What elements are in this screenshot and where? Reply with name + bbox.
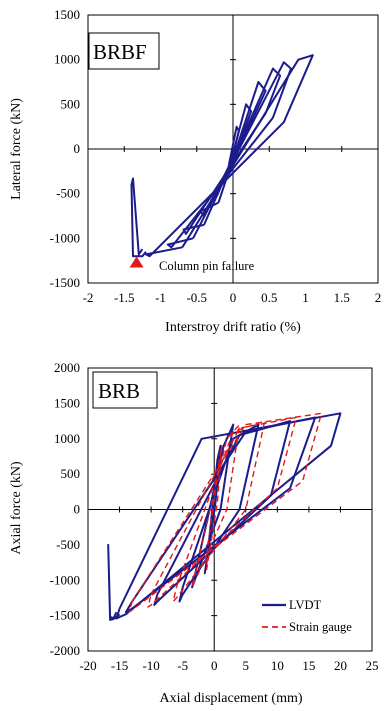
- x-tick-label: -20: [79, 658, 96, 673]
- y-tick-label: 0: [74, 502, 81, 517]
- y-tick-label: 0: [74, 141, 81, 156]
- y-tick-label: 500: [61, 96, 81, 111]
- x-tick-label: -2: [83, 290, 94, 305]
- x-tick-label: 15: [302, 658, 315, 673]
- brbf-x-axis-label: Interstroy drift ratio (%): [165, 320, 301, 335]
- brb-y-axis-label: Axial force (kN): [9, 461, 24, 555]
- failure-annotation-text: Column pin failure: [159, 259, 255, 273]
- brbf-panel-label: BRBF: [93, 40, 147, 64]
- x-tick-label: -0.5: [186, 290, 207, 305]
- series-0-hysteresis-loop: [115, 412, 342, 620]
- x-tick-label: 1.5: [334, 290, 350, 305]
- x-tick-label: 25: [366, 658, 379, 673]
- series-1-hysteresis-loop: [128, 412, 323, 613]
- y-tick-label: 1000: [54, 52, 80, 67]
- series-0-failure-branch: [130, 177, 147, 258]
- y-tick-label: -2000: [50, 643, 80, 658]
- x-tick-label: 5: [243, 658, 250, 673]
- brb-x-axis-label: Axial displacement (mm): [159, 691, 302, 706]
- x-tick-label: 20: [334, 658, 347, 673]
- series-0-hysteresis-loop: [145, 54, 314, 258]
- y-tick-label: 1500: [54, 7, 80, 22]
- x-tick-label: 10: [271, 658, 284, 673]
- x-tick-label: -1.5: [114, 290, 135, 305]
- x-tick-label: -15: [111, 658, 128, 673]
- brb-y-tick-labels: 2000 1500 1000 500 0 -500 -1000 -1500 -2000: [50, 360, 80, 658]
- brbf-y-tick-labels: 1500 1000 500 0 -500 -1000 -1500: [50, 7, 80, 290]
- y-tick-label: -1000: [50, 572, 80, 587]
- x-tick-label: 0: [211, 658, 218, 673]
- y-tick-label: -1500: [50, 608, 80, 623]
- y-tick-label: 500: [61, 466, 81, 481]
- series-0-failure-branch: [107, 543, 121, 621]
- x-tick-label: 0: [230, 290, 237, 305]
- legend-lvdt-label: LVDT: [289, 598, 322, 612]
- y-tick-label: 1500: [54, 395, 80, 410]
- brbf-y-axis-label: Lateral force (kN): [9, 98, 24, 200]
- brb-panel-label: BRB: [98, 379, 140, 403]
- x-tick-label: 2: [375, 290, 382, 305]
- series-1-hysteresis-loop: [147, 416, 297, 608]
- brb-legend: LVDT Strain gauge: [262, 598, 352, 634]
- legend-strain-gauge-label: Strain gauge: [289, 620, 352, 634]
- y-tick-label: 1000: [54, 431, 80, 446]
- brbf-x-tick-labels: -2 -1.5 -1 -0.5 0 0.5 1 1.5 2: [83, 290, 382, 305]
- brb-x-tick-labels: -20 -15 -10 -5 0 5 10 15 20 25: [79, 658, 378, 673]
- brbf-chart: -2 -1.5 -1 -0.5 0 0.5 1 1.5 2 1500 1000 500 0 -500 -1…: [9, 7, 381, 335]
- series-0-hysteresis-loop: [124, 416, 317, 614]
- y-tick-label: -1500: [50, 275, 80, 290]
- x-tick-label: -1: [155, 290, 166, 305]
- x-tick-label: 0.5: [261, 290, 277, 305]
- series-0-hysteresis-loop: [166, 61, 292, 249]
- x-tick-label: 1: [302, 290, 309, 305]
- failure-marker-triangle: [129, 256, 144, 268]
- column-pin-failure-annotation: Column pin failure: [129, 256, 255, 273]
- brbf-panel-label-box: BRBF: [88, 32, 160, 70]
- x-tick-label: -5: [177, 658, 188, 673]
- y-tick-label: -1000: [50, 230, 80, 245]
- brb-panel-label-box: BRB: [92, 371, 158, 409]
- x-tick-label: -10: [142, 658, 159, 673]
- brb-series: [107, 412, 342, 621]
- y-tick-label: 2000: [54, 360, 80, 375]
- y-tick-label: -500: [56, 186, 80, 201]
- y-tick-label: -500: [56, 537, 80, 552]
- brbf-series: [130, 54, 314, 258]
- series-1-hysteresis-loop: [172, 420, 266, 603]
- brb-chart: -20 -15 -10 -5 0 5 10 15 20 25 2000 1500 1000 500 0 -5…: [9, 360, 379, 706]
